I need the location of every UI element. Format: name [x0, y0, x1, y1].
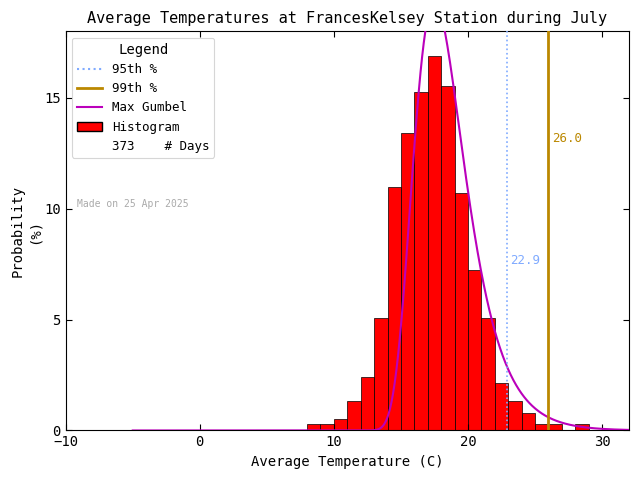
Bar	[508, 401, 522, 431]
Bar	[334, 419, 348, 431]
Bar	[535, 424, 548, 431]
Bar	[522, 413, 535, 431]
Bar	[361, 377, 374, 431]
X-axis label: Average Temperature (C): Average Temperature (C)	[251, 455, 444, 469]
Bar	[307, 424, 321, 431]
Text: 22.9: 22.9	[510, 254, 540, 267]
Bar	[348, 401, 361, 431]
Bar	[468, 270, 481, 431]
Bar	[321, 424, 334, 431]
Bar	[481, 318, 495, 431]
Title: Average Temperatures at FrancesKelsey Station during July: Average Temperatures at FrancesKelsey St…	[87, 11, 607, 26]
Text: 26.0: 26.0	[552, 132, 582, 145]
Text: Made on 25 Apr 2025: Made on 25 Apr 2025	[77, 199, 189, 209]
Bar	[441, 86, 454, 431]
Y-axis label: Probability
(%): Probability (%)	[11, 185, 42, 277]
Bar	[495, 383, 508, 431]
Bar	[414, 92, 428, 431]
Bar	[454, 193, 468, 431]
Bar	[401, 133, 414, 431]
Bar	[374, 318, 388, 431]
Bar	[388, 187, 401, 431]
Bar	[428, 56, 441, 431]
Bar	[575, 424, 589, 431]
Bar	[548, 424, 562, 431]
Legend: 95th %, 99th %, Max Gumbel, Histogram, 373    # Days: 95th %, 99th %, Max Gumbel, Histogram, 3…	[72, 38, 214, 158]
